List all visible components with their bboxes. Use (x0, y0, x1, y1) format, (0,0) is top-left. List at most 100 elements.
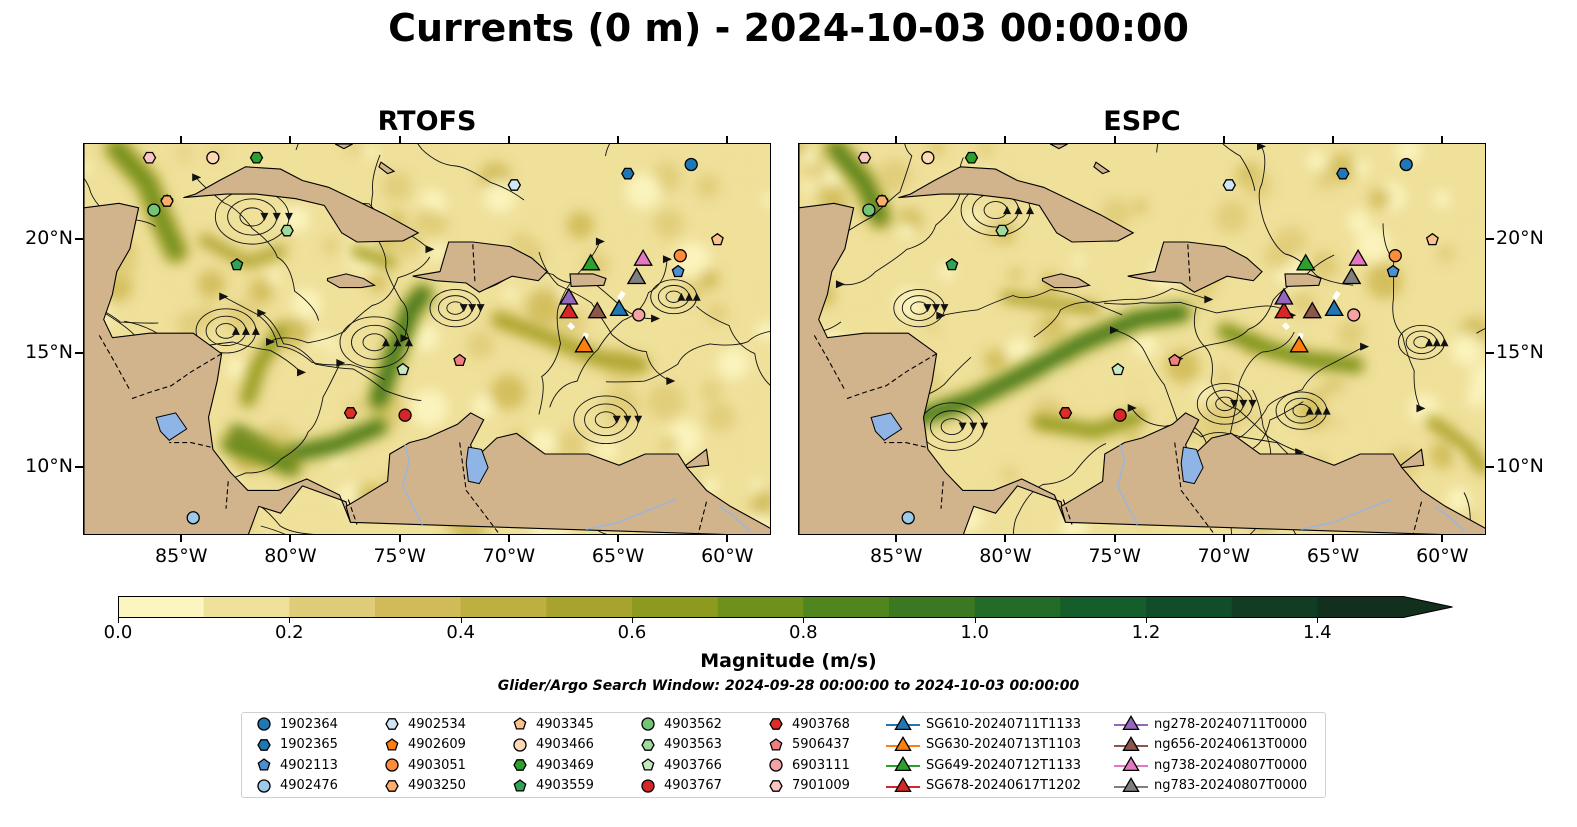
legend-marker (641, 738, 655, 751)
float-marker-1902365 (1336, 167, 1350, 180)
lat-tick-mark (1485, 351, 1494, 354)
float-legend-icon (641, 758, 655, 771)
lon-tick-mark (1113, 534, 1116, 542)
colorbar-tick-mark (974, 618, 976, 623)
lon-tick-label: 80°W (979, 545, 1032, 567)
rtofs-map-panel[interactable] (83, 143, 771, 535)
legend-marker (513, 717, 527, 730)
float-marker-4903051 (1388, 249, 1402, 263)
legend-marker (257, 778, 271, 793)
panel-title-espc: ESPC (1103, 106, 1181, 137)
glider-marker-SG610-20240711T1133 (609, 299, 629, 317)
colorbar-segment (375, 596, 462, 618)
lon-tick-mark (617, 534, 620, 542)
legend-marker (641, 758, 655, 771)
legend-marker (894, 756, 912, 772)
float-legend-icon (257, 717, 271, 731)
lon-tick-label: 70°W (482, 545, 536, 567)
lon-tick-mark (1332, 534, 1335, 542)
lon-tick-mark (180, 136, 183, 144)
colorbar-segment (889, 596, 976, 618)
legend-item: ng278-20240711T0000 (1114, 714, 1307, 734)
espc-map-panel[interactable] (798, 143, 1486, 535)
lat-tick-mark (75, 237, 84, 240)
legend-marker (257, 758, 271, 771)
legend-marker (769, 718, 783, 730)
colorbar (118, 596, 1453, 618)
lat-tick-mark (1485, 237, 1494, 240)
lat-tick-label: 20°N (1496, 226, 1544, 249)
colorbar-tick-label: 1.4 (1303, 622, 1332, 643)
figure-title: Currents (0 m) - 2024-10-03 00:00:00 (388, 6, 1189, 50)
legend-marker (641, 717, 655, 731)
glider-marker-SG630-20240713T1103 (574, 335, 594, 353)
lon-tick-mark (507, 136, 510, 144)
legend-label: 1902364 (280, 716, 338, 732)
legend-marker (1122, 735, 1140, 751)
float-legend-icon (257, 778, 271, 793)
legend-label: 4903563 (664, 737, 722, 752)
legend-label: 4903562 (664, 716, 722, 732)
glider-marker-SG678-20240617T1202 (559, 301, 579, 319)
legend-label: 4902534 (408, 716, 466, 732)
float-marker-4903469 (249, 151, 264, 164)
float-marker-4903563 (280, 224, 294, 237)
lat-tick-mark (75, 351, 84, 354)
legend-marker (894, 735, 912, 751)
legend-label: SG678-20240617T1202 (926, 778, 1082, 793)
lon-tick-mark (398, 534, 401, 542)
float-legend-icon (385, 737, 399, 751)
colorbar-tick-label: 0.6 (617, 622, 647, 643)
float-marker-4903563 (995, 224, 1009, 237)
legend-item: 4903466 (510, 735, 594, 755)
glider-legend-icon (886, 776, 920, 792)
glider-legend-icon (1114, 735, 1148, 751)
legend-item: 4903051 (382, 755, 466, 775)
legend-label: 4903469 (536, 757, 594, 773)
lon-tick-label: 75°W (1088, 545, 1141, 567)
lon-tick-label: 80°W (264, 545, 317, 567)
glider-marker-ng278-20240711T0000 (559, 287, 579, 305)
legend-label: 4902476 (280, 778, 338, 793)
legend-item: 4902609 (382, 735, 466, 755)
colorbar-tick-mark (1317, 618, 1319, 623)
float-marker-4903345 (1425, 232, 1439, 246)
lon-tick-label: 60°W (1416, 545, 1469, 567)
glider-marker-SG610-20240711T1133 (1324, 299, 1344, 317)
legend-item: 4903559 (510, 776, 594, 796)
glider-marker-ng656-20240613T0000 (1302, 301, 1323, 319)
colorbar-segment (1060, 596, 1147, 618)
float-legend-icon (385, 718, 399, 730)
legend-marker (641, 778, 655, 793)
float-legend-icon (385, 779, 399, 792)
legend-marker (257, 717, 271, 731)
lat-tick-mark (75, 465, 84, 468)
colorbar-segment (803, 596, 890, 618)
lon-tick-label: 60°W (701, 545, 754, 567)
legend-item: 5906437 (766, 735, 850, 755)
glider-legend-icon (1114, 715, 1148, 731)
colorbar-tick-label: 0.0 (103, 622, 133, 643)
colorbar-segment (546, 596, 633, 618)
legend-marker (385, 718, 399, 730)
colorbar-tick-label: 0.8 (789, 622, 818, 643)
float-marker-4903767 (398, 408, 412, 422)
float-marker-4903562 (862, 203, 876, 217)
float-marker-7901009 (857, 151, 872, 164)
legend-marker (769, 737, 783, 751)
legend-item: 4903562 (638, 714, 722, 734)
lon-tick-mark (895, 534, 898, 542)
float-marker-5906437 (1168, 353, 1182, 367)
legend-label: 4903767 (664, 778, 722, 793)
float-legend-icon (257, 738, 271, 751)
float-marker-7901009 (142, 151, 157, 164)
legend-item: 6903111 (766, 755, 850, 775)
float-marker-4903559 (945, 257, 959, 271)
float-legend-icon (513, 717, 527, 730)
legend-label: ng738-20240807T0000 (1154, 757, 1308, 773)
float-marker-4902476 (186, 511, 200, 525)
legend-item: 1902364 (254, 714, 338, 734)
legend-marker (385, 737, 399, 751)
legend-item: SG649-20240712T1133 (886, 755, 1081, 775)
lat-tick-label: 20°N (25, 226, 73, 249)
